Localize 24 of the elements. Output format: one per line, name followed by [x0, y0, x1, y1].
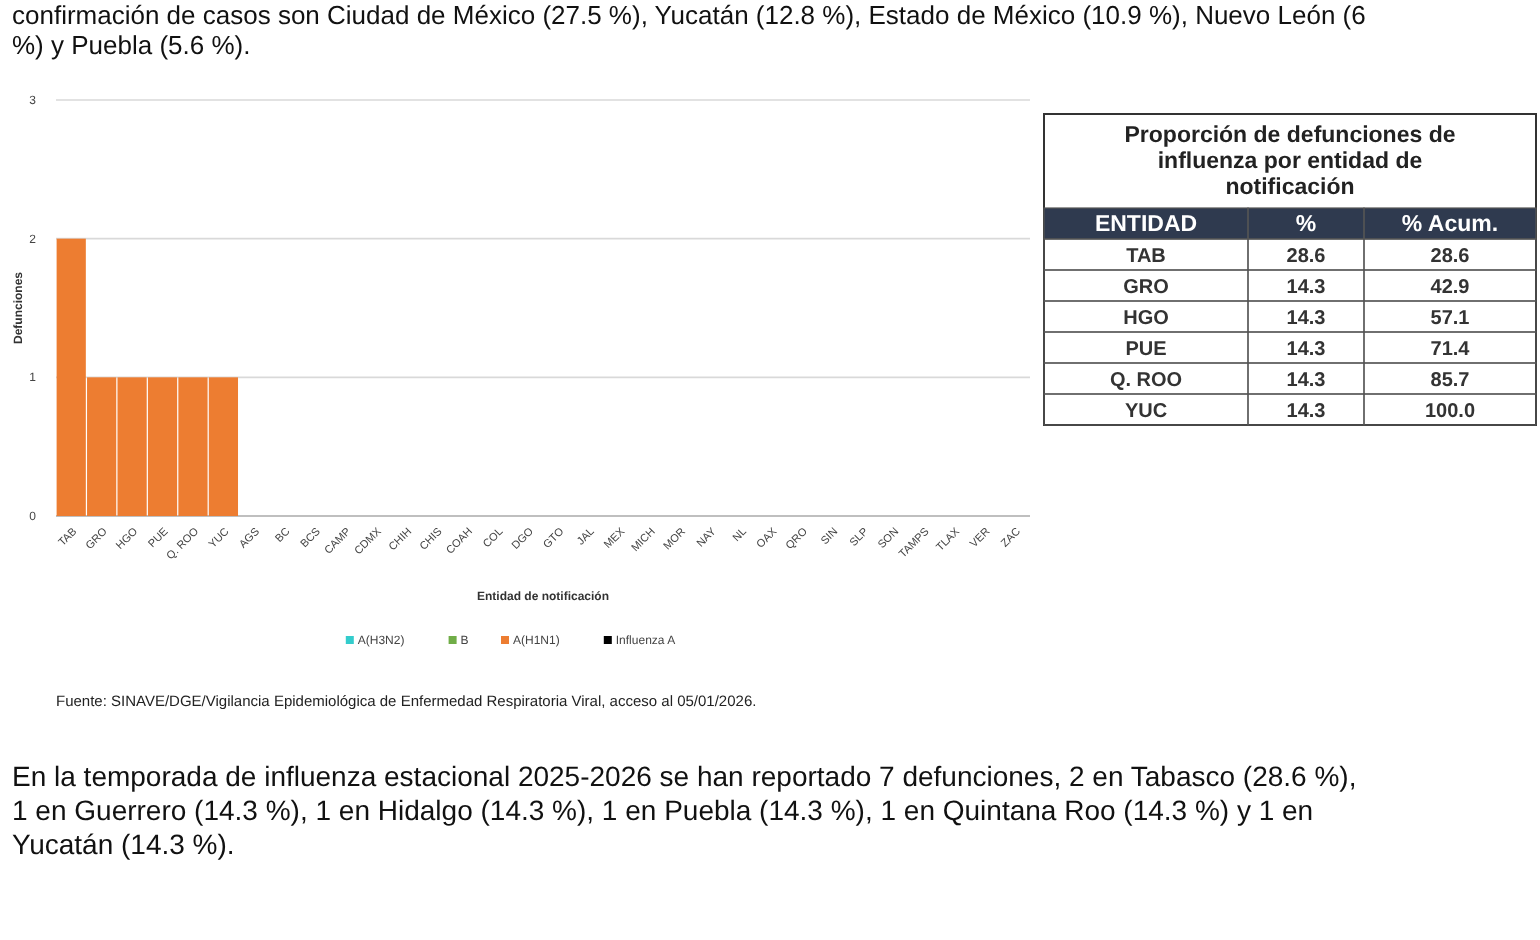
text: confirmación de casos son Ciudad de México (27.5 %), Yucatán (12.8 %), Estado de México (10.9 %), Nuevo León (6 %) y Puebla (5.6 %).	[12, 0, 1366, 60]
text: GRO	[1123, 277, 1170, 299]
text: 100.0	[1424, 401, 1476, 423]
text: % Acum.	[1401, 213, 1499, 237]
text: 14.3	[1286, 370, 1327, 392]
text: 57.1	[1430, 308, 1471, 330]
text: %	[1295, 213, 1317, 237]
text: 28.6	[1430, 246, 1471, 268]
text: HGO	[1123, 308, 1170, 330]
text: 42.9	[1430, 277, 1471, 299]
text: 14.3	[1286, 339, 1327, 361]
text: TAB	[1126, 246, 1166, 268]
text: 14.3	[1286, 277, 1327, 299]
text: Proporción de defunciones de influenza por entidad de notificación	[1124, 124, 1456, 200]
text: ENTIDAD	[1094, 213, 1198, 237]
text: 85.7	[1430, 370, 1471, 392]
text: 14.3	[1286, 308, 1327, 330]
text: PUE	[1125, 339, 1168, 361]
text: En la temporada de influenza estacional 2025-2026 se han reportado 7 defunciones, 2 en Tabasco (28.6 %), 1 en Guerrero (14.3 %), 1 en Hidalgo (14.3 %), 1 en Puebla (14.3 %), 1 en Quintana Roo (14.3 %) y 1 en Yucatán (14.3 %).	[12, 760, 1357, 860]
text: Q. ROO	[1109, 370, 1183, 392]
text: 14.3	[1286, 401, 1327, 423]
text: 28.6	[1286, 246, 1327, 268]
text: YUC	[1124, 401, 1168, 423]
text: 71.4	[1430, 339, 1471, 361]
